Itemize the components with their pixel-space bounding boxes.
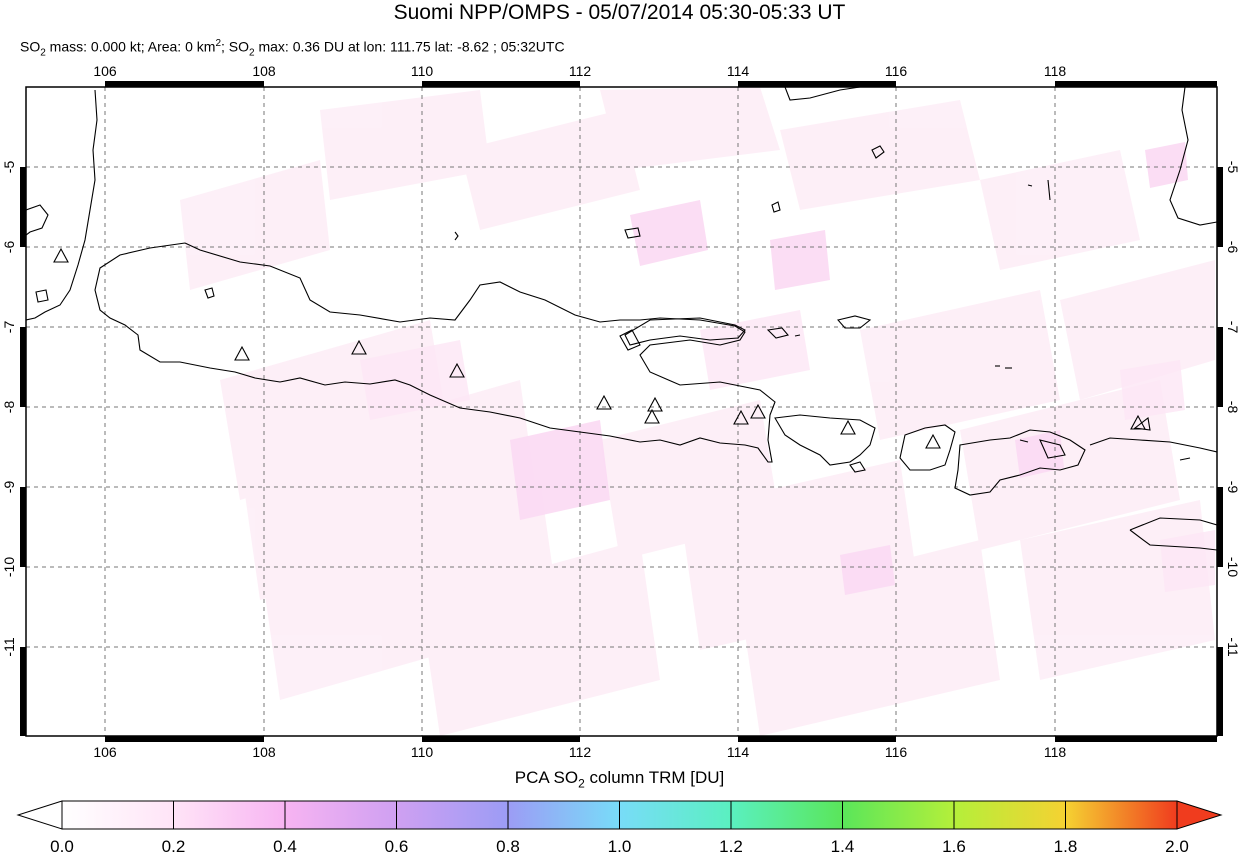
lat-label: -11 — [1225, 637, 1239, 656]
colorbar-tick-label: 0.6 — [385, 837, 409, 855]
colorbar-tick-label: 1.8 — [1054, 837, 1078, 855]
triangle-icon — [647, 396, 663, 412]
lon-label: 110 — [411, 744, 434, 760]
so2-pixel-layer — [180, 87, 1215, 736]
lon-label: 118 — [1044, 63, 1067, 79]
lat-label: -10 — [1, 557, 17, 577]
lat-label: -6 — [1225, 241, 1239, 254]
so2-subscript-2: 2 — [249, 47, 255, 59]
graticule — [26, 87, 1217, 736]
lon-label: 108 — [252, 744, 276, 760]
triangle-icon — [840, 419, 856, 435]
triangle-icon — [733, 409, 749, 425]
lon-label: 112 — [569, 744, 592, 760]
lat-label: -10 — [1225, 557, 1239, 577]
triangle-icon — [750, 403, 766, 419]
lon-label: 116 — [885, 63, 908, 79]
lat-label: -5 — [1, 161, 17, 174]
triangle-icon — [351, 339, 367, 355]
colorbar: 0.0 0.2 0.4 0.6 0.8 1.0 1.2 1.4 1.6 1.8 … — [16, 800, 1223, 855]
colorbar-title-prefix: PCA SO — [514, 768, 579, 787]
colorbar-tick-label: 0.4 — [273, 837, 297, 855]
lat-label: -6 — [1, 241, 17, 254]
area-superscript: 2 — [215, 38, 221, 49]
triangle-icon — [1130, 414, 1146, 430]
colorbar-tick-label: 1.0 — [608, 837, 632, 855]
lat-labels-right: -5 -6 -7 -8 -9 -10 -11 — [1225, 161, 1239, 657]
lon-labels-top: 106 108 110 112 114 116 118 — [93, 63, 1066, 79]
volcano-markers — [53, 247, 1146, 449]
lon-label: 110 — [411, 63, 434, 79]
colorbar-title-suffix: column TRM [DU] — [584, 768, 725, 787]
separator-text: ; SO — [221, 38, 250, 55]
colorbar-title: PCA SO2 column TRM [DU] — [0, 767, 1239, 794]
border-scale-bars — [20, 81, 1223, 742]
lon-label: 108 — [252, 63, 276, 79]
map-frame — [25, 86, 1218, 737]
lon-label: 114 — [727, 744, 750, 760]
colorbar-tick-label: 1.4 — [831, 837, 855, 855]
lon-label: 106 — [93, 63, 117, 79]
lon-label: 116 — [885, 744, 908, 760]
triangle-icon — [234, 345, 250, 361]
colorbar-tick-label: 1.2 — [719, 837, 743, 855]
so2-stats-line: SO2 mass: 0.000 kt; Area: 0 km2; SO2 max… — [20, 35, 565, 62]
lat-label: -8 — [1225, 401, 1239, 414]
triangle-icon — [449, 362, 465, 378]
so2-subscript: 2 — [40, 47, 46, 59]
max-location-text: max: 0.36 DU at lon: 111.75 lat: -8.62 ;… — [254, 38, 565, 55]
triangle-icon — [53, 247, 69, 263]
lon-label: 118 — [1044, 744, 1067, 760]
colorbar-tick-label: 0.8 — [496, 837, 520, 855]
lon-labels-bottom: 106 108 110 112 114 116 118 — [93, 744, 1066, 760]
colorbar-tick-label: 1.6 — [942, 837, 966, 855]
so2-label: SO — [20, 38, 41, 55]
triangle-icon — [925, 433, 941, 449]
colorbar-tick-label: 0.2 — [162, 837, 186, 855]
lat-label: -7 — [1225, 321, 1239, 334]
lon-label: 112 — [569, 63, 592, 79]
colorbar-min-arrow — [16, 800, 63, 830]
lon-label: 106 — [93, 744, 117, 760]
lat-label: -5 — [1225, 161, 1239, 174]
coastlines — [26, 87, 1217, 551]
lat-label: -9 — [1225, 481, 1239, 494]
colorbar-title-subscript: 2 — [578, 776, 585, 791]
lat-labels-left: -5 -6 -7 -8 -9 -10 -11 — [1, 161, 17, 657]
lon-label: 114 — [727, 63, 750, 79]
mass-area-text: mass: 0.000 kt; Area: 0 km — [45, 38, 216, 55]
lat-label: -7 — [1, 321, 17, 334]
lat-label: -11 — [1, 637, 17, 656]
triangle-icon — [596, 394, 612, 410]
colorbar-tick-label: 2.0 — [1165, 837, 1189, 855]
triangle-icon — [644, 408, 660, 424]
lat-label: -8 — [1, 401, 17, 414]
colorbar-tick-label: 0.0 — [50, 837, 74, 855]
colorbar-max-arrow — [1176, 800, 1223, 830]
lat-label: -9 — [1, 481, 17, 494]
map-title: Suomi NPP/OMPS - 05/07/2014 05:30-05:33 … — [393, 1, 846, 24]
